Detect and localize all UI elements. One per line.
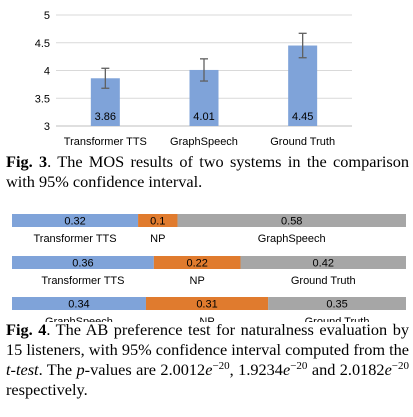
preference-segment xyxy=(145,297,269,310)
preference-category-label: NP xyxy=(190,275,205,287)
p-value-1-e: e xyxy=(205,360,213,379)
preference-value-label: 0.22 xyxy=(186,258,207,270)
preference-category-label: Ground Truth xyxy=(291,275,356,287)
figure-4-caption-part1: . The AB preference test for naturalness… xyxy=(6,320,410,359)
y-tick-label: 4.5 xyxy=(35,38,50,50)
figure-4-caption-label: Fig. 4 xyxy=(6,320,47,339)
preference-segment xyxy=(240,256,406,269)
mos-bar xyxy=(288,45,318,126)
p-value-2-exponent: −20 xyxy=(290,360,308,372)
figure-3-caption-text: . The MOS results of two systems in the … xyxy=(6,152,410,191)
preference-category-label: Ground Truth xyxy=(305,316,370,322)
preference-segment xyxy=(153,256,241,269)
y-tick-label: 4 xyxy=(44,66,50,78)
p-value-1-base: 2.0012 xyxy=(160,360,206,379)
p-value-1: 2.0012e−20 xyxy=(160,360,229,379)
preference-segment xyxy=(138,214,178,227)
p-symbol: p xyxy=(76,360,85,379)
preference-category-label: GraphSpeech xyxy=(45,316,113,322)
figure-4-preference-chart: 0.32 Transformer TTS 0.1 NP 0.58 GraphSpeech 0… xyxy=(0,202,413,322)
preference-category-label: Transformer TTS xyxy=(41,275,124,287)
preference-value-label: 0.32 xyxy=(64,216,85,228)
p-value-3-base: 2.0182 xyxy=(339,360,385,379)
category-label: Transformer TTS xyxy=(64,136,147,148)
p-value-2: 1.9234e−20 xyxy=(238,360,307,379)
y-tick-label: 5 xyxy=(44,10,50,22)
preference-segment xyxy=(12,297,146,310)
figure-3-caption: Fig. 3. The MOS results of two systems i… xyxy=(6,152,409,192)
figure-3-bar-chart: 3 3.5 4 4.5 5 3.86 Transformer TTS 4.01 GraphSpe… xyxy=(0,0,413,152)
figure-4-caption-part3: -values are xyxy=(84,360,161,379)
p-value-separator-2: and xyxy=(307,360,340,379)
p-value-3: 2.0182e−20 xyxy=(340,360,409,379)
p-value-2-e: e xyxy=(282,360,291,379)
preference-category-label: Transformer TTS xyxy=(33,233,116,245)
preference-category-label: NP xyxy=(199,316,214,322)
figure-3-caption-label: Fig. 3 xyxy=(6,152,48,171)
p-value-3-exponent: −20 xyxy=(391,360,410,372)
preference-value-label: 0.1 xyxy=(150,216,165,228)
preference-segment xyxy=(268,297,406,310)
preference-segment xyxy=(12,256,154,269)
p-value-2-base: 1.9234 xyxy=(238,360,283,379)
t-test-term: t-test xyxy=(6,360,39,379)
y-tick-label: 3.5 xyxy=(35,93,50,105)
preference-segment xyxy=(177,214,406,227)
category-label: Ground Truth xyxy=(270,136,335,148)
preference-category-label: NP xyxy=(150,233,165,245)
p-value-3-e: e xyxy=(384,360,392,379)
y-tick-label: 3 xyxy=(44,121,50,133)
preference-value-label: 0.34 xyxy=(68,299,89,311)
preference-value-label: 0.58 xyxy=(281,216,302,228)
preference-category-label: GraphSpeech xyxy=(258,233,326,245)
figure-4-caption-part2: . The xyxy=(38,360,77,379)
preference-value-label: 0.42 xyxy=(313,258,334,270)
figure-4-caption-end: respectively. xyxy=(6,380,88,399)
preference-value-label: 0.36 xyxy=(72,258,93,270)
bar-value-label: 4.01 xyxy=(193,111,214,123)
preference-segment xyxy=(12,214,139,227)
p-value-1-exponent: −20 xyxy=(212,360,230,372)
bar-value-label: 4.45 xyxy=(292,111,313,123)
preference-chart-svg: 0.32 Transformer TTS 0.1 NP 0.58 GraphSpeech 0… xyxy=(12,214,406,322)
bar-value-label: 3.86 xyxy=(95,111,116,123)
preference-value-label: 0.31 xyxy=(196,299,217,311)
preference-value-label: 0.35 xyxy=(326,299,347,311)
category-label: GraphSpeech xyxy=(170,136,238,148)
p-value-separator-1: , xyxy=(229,360,239,379)
figure-4-caption: Fig. 4. The AB preference test for natur… xyxy=(6,320,409,400)
mos-chart-svg: 3 3.5 4 4.5 5 3.86 Transformer TTS 4.01 GraphSpe… xyxy=(35,10,352,148)
